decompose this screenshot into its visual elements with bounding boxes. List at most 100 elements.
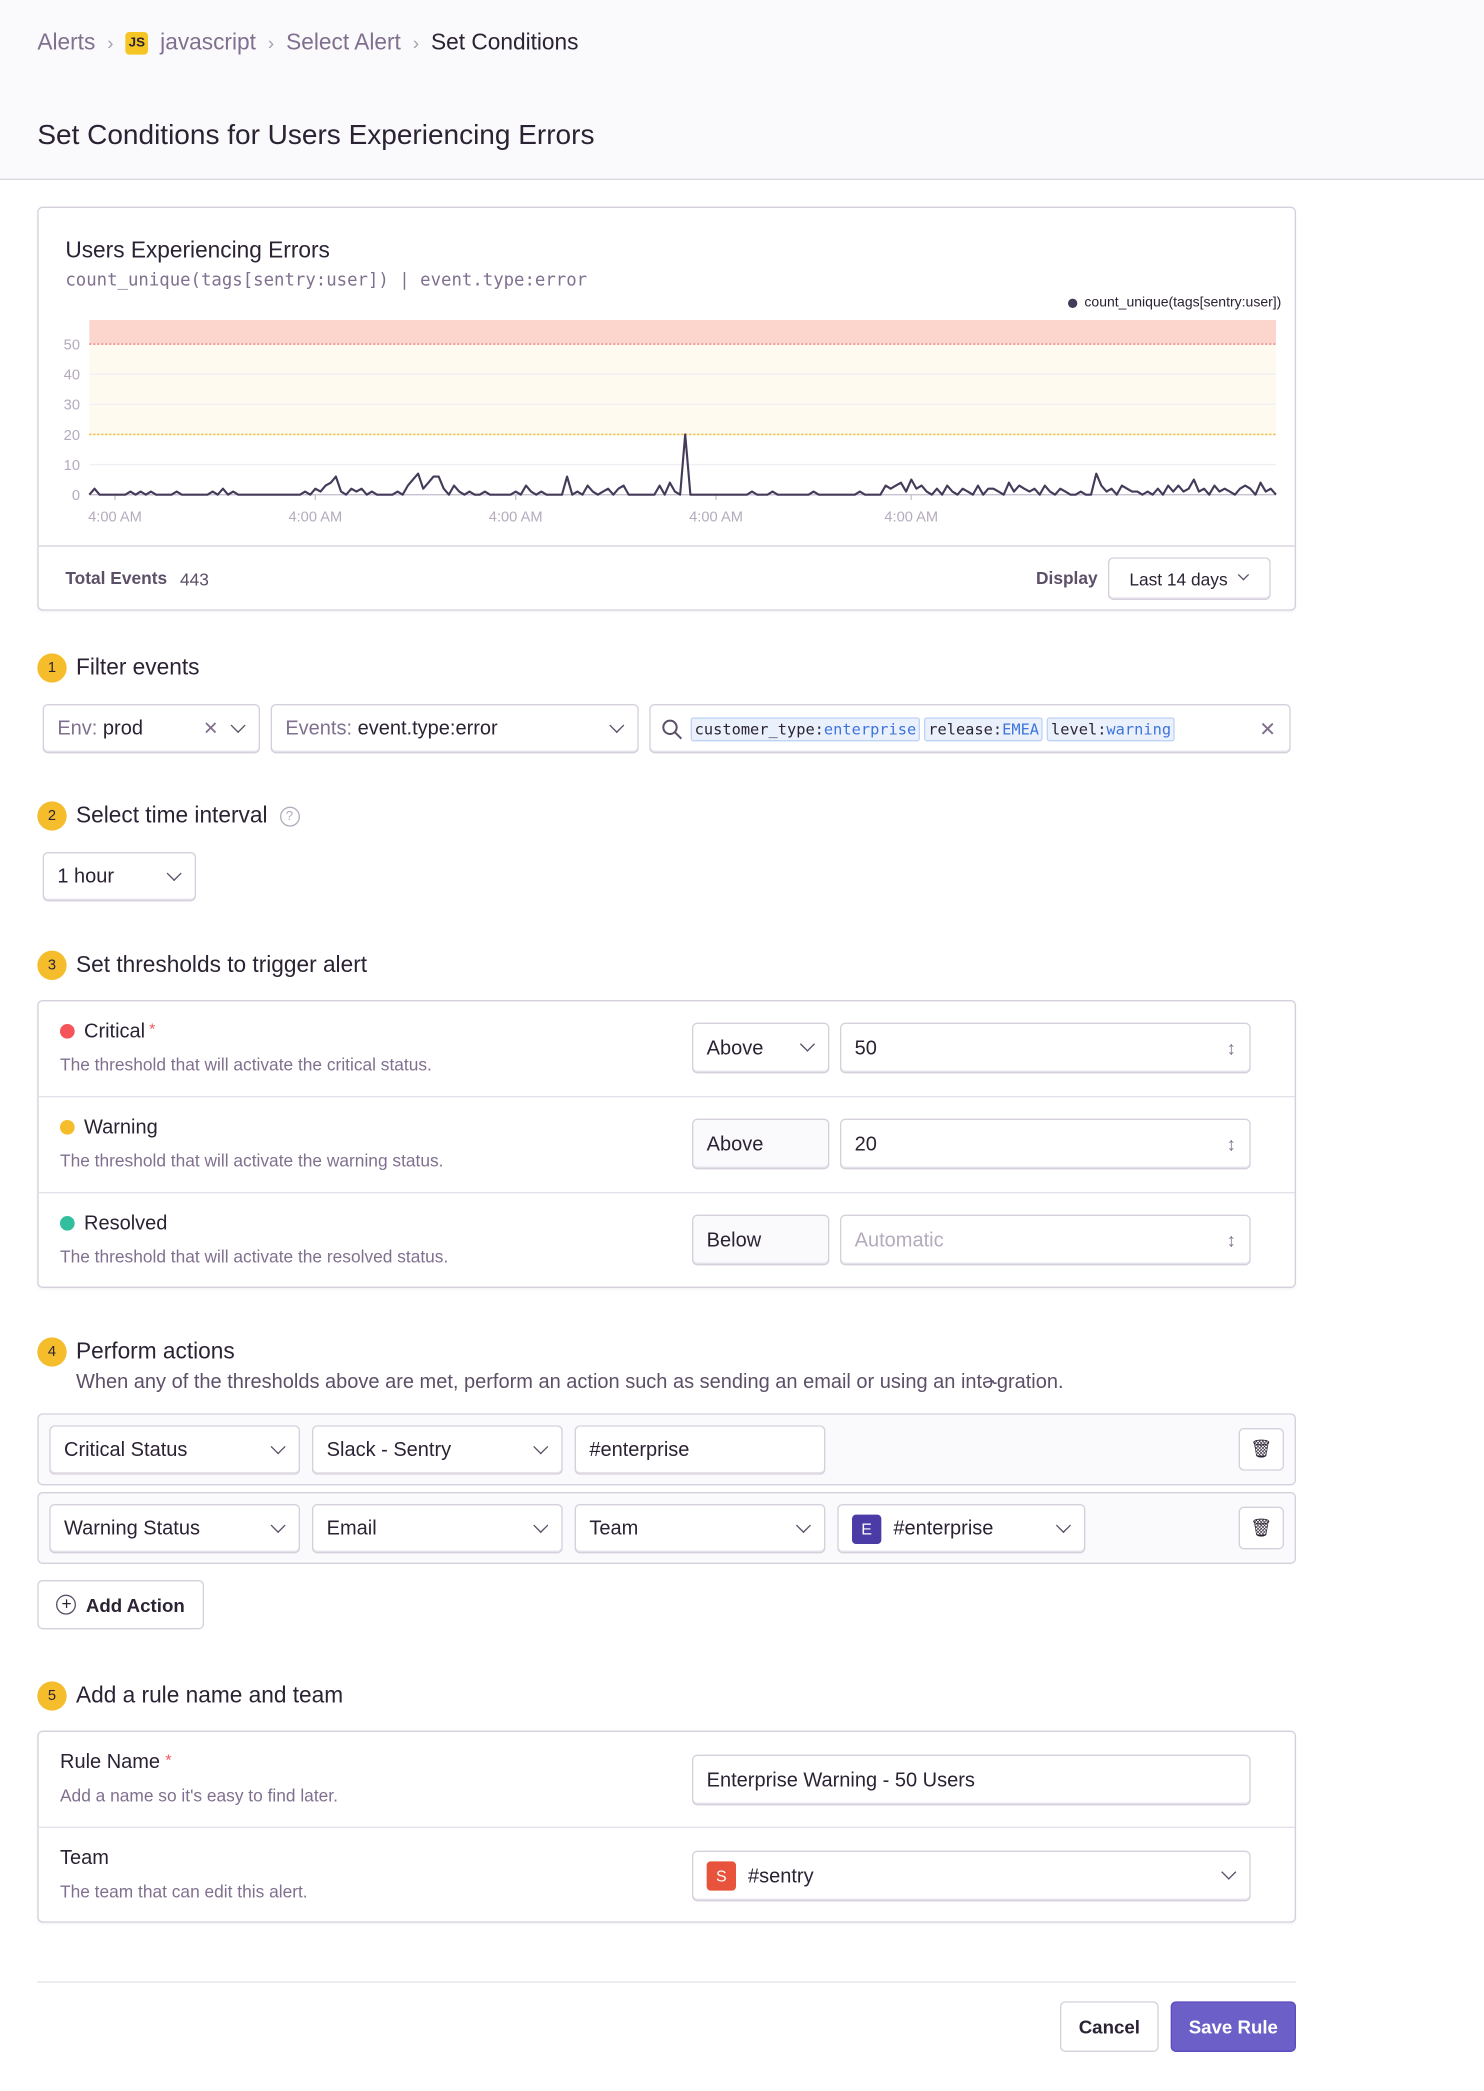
critical-threshold-input[interactable]: 50 ↕ bbox=[839, 1022, 1251, 1074]
step-badge: 4 bbox=[37, 1337, 67, 1367]
stepper-icon[interactable]: ↕ bbox=[1226, 1229, 1236, 1251]
legend-dot-icon bbox=[1068, 297, 1078, 308]
tag-value: enterprise bbox=[823, 719, 917, 738]
action-type-select[interactable]: Email bbox=[311, 1503, 563, 1554]
step-label: Add a rule name and team bbox=[75, 1682, 344, 1708]
search-tag[interactable]: release:EMEA bbox=[924, 716, 1044, 741]
stepper-icon[interactable]: ↕ bbox=[1226, 1037, 1236, 1059]
add-action-label: Add Action bbox=[85, 1593, 185, 1616]
events-select[interactable]: Events: event.type:error bbox=[270, 703, 639, 754]
y-tick-label: 50 bbox=[64, 337, 80, 353]
resolved-threshold-input[interactable]: Automatic ↕ bbox=[839, 1214, 1251, 1266]
x-tick-label: 4:00 AM bbox=[689, 509, 743, 525]
resolved-comparator: Below bbox=[691, 1214, 830, 1266]
add-action-button[interactable]: + Add Action bbox=[37, 1579, 204, 1630]
chart-legend: count_unique(tags[sentry:user]) bbox=[1068, 295, 1281, 311]
action-target-input[interactable]: #enterprise bbox=[574, 1425, 826, 1475]
required-marker: * bbox=[165, 1750, 172, 1770]
page-title: Set Conditions for Users Experiencing Er… bbox=[37, 119, 595, 151]
chevron-down-icon bbox=[1221, 1864, 1237, 1880]
thresholds-card: Critical * The threshold that will activa… bbox=[37, 999, 1296, 1288]
threshold-description: The threshold that will activate the res… bbox=[59, 1246, 449, 1267]
divider bbox=[37, 1981, 1296, 1983]
search-tag[interactable]: level:warning bbox=[1047, 716, 1176, 741]
clear-search-icon[interactable]: ✕ bbox=[1259, 717, 1276, 741]
tag-key: customer_type: bbox=[694, 719, 824, 738]
input-value: #enterprise bbox=[589, 1438, 690, 1462]
help-icon[interactable]: ? bbox=[279, 805, 300, 826]
page-header bbox=[0, 0, 1484, 180]
rule-name-label: Rule Name bbox=[59, 1750, 161, 1774]
total-events-value: 443 bbox=[179, 569, 209, 590]
chevron-down-icon bbox=[270, 1438, 286, 1454]
step-actions: 4 Perform actions bbox=[37, 1337, 235, 1367]
rule-name-input[interactable]: Enterprise Warning - 50 Users bbox=[691, 1754, 1251, 1806]
rule-name-help: Add a name so it's easy to find later. bbox=[59, 1785, 338, 1806]
breadcrumb-alerts[interactable]: Alerts bbox=[37, 29, 96, 55]
chevron-right-icon: › bbox=[267, 31, 275, 54]
clear-icon[interactable]: ✕ bbox=[203, 717, 219, 739]
step-description: When any of the thresholds above are met… bbox=[75, 1370, 1064, 1394]
critical-status-dot-icon bbox=[59, 1023, 75, 1039]
save-rule-button[interactable]: Save Rule bbox=[1170, 2001, 1296, 2052]
chart: 0 10 20 30 40 50 4:00 AM 4:00 AM 4:00 AM 4:00 AM 4… bbox=[64, 319, 1277, 525]
step-label: Select time interval bbox=[75, 802, 268, 828]
env-select[interactable]: Env: prod ✕ bbox=[42, 703, 260, 754]
threshold-name: Resolved bbox=[83, 1211, 168, 1235]
stepper-icon[interactable]: ↕ bbox=[1226, 1133, 1236, 1155]
threshold-row-warning: Warning The threshold that will activate… bbox=[38, 1097, 1295, 1194]
chart-title: Users Experiencing Errors bbox=[65, 237, 330, 263]
breadcrumb-select-alert[interactable]: Select Alert bbox=[286, 29, 401, 55]
delete-action-button[interactable]: 🗑 bbox=[1238, 1427, 1284, 1471]
cancel-button[interactable]: Cancel bbox=[1059, 2001, 1159, 2052]
action-trigger-select[interactable]: Critical Status bbox=[49, 1425, 300, 1475]
action-type-select[interactable]: Slack - Sentry bbox=[311, 1425, 563, 1475]
action-team-select[interactable]: E #enterprise bbox=[837, 1503, 1086, 1554]
breadcrumb: Alerts › JS javascript › Select Alert › Set… bbox=[37, 29, 578, 56]
comparator-value: Above bbox=[706, 1132, 764, 1156]
trash-icon: 🗑 bbox=[1250, 1438, 1273, 1459]
critical-comparator-select[interactable]: Above bbox=[691, 1022, 830, 1074]
chart-card: Users Experiencing Errors count_unique(t… bbox=[37, 206, 1296, 611]
select-value: Warning Status bbox=[63, 1517, 200, 1540]
time-interval-select[interactable]: 1 hour bbox=[42, 851, 196, 902]
chevron-down-icon bbox=[230, 717, 246, 733]
tag-value: EMEA bbox=[1002, 719, 1040, 738]
search-input[interactable]: customer_type:enterprise release:EMEA le… bbox=[649, 703, 1291, 754]
chevron-down-icon bbox=[795, 1517, 811, 1533]
threshold-name: Warning bbox=[83, 1115, 158, 1139]
time-interval-value: 1 hour bbox=[57, 865, 115, 888]
chevron-down-icon bbox=[1237, 569, 1250, 581]
comparator-value: Above bbox=[706, 1036, 764, 1060]
chevron-down-icon bbox=[270, 1517, 286, 1533]
divider bbox=[38, 545, 1295, 547]
required-marker: * bbox=[149, 1019, 156, 1039]
resolved-status-dot-icon bbox=[59, 1215, 75, 1231]
team-select[interactable]: S #sentry bbox=[691, 1850, 1251, 1902]
action-target-type-select[interactable]: Team bbox=[574, 1503, 826, 1554]
search-icon bbox=[662, 718, 683, 739]
rule-name-row: Rule Name * Add a name so it's easy to fi… bbox=[38, 1732, 1295, 1828]
delete-action-button[interactable]: 🗑 bbox=[1238, 1506, 1284, 1550]
chevron-down-icon bbox=[1055, 1517, 1071, 1533]
total-events-label: Total Events bbox=[65, 567, 168, 588]
team-label: Team bbox=[59, 1846, 109, 1870]
step-label: Set thresholds to trigger alert bbox=[75, 951, 368, 978]
threshold-placeholder: Automatic bbox=[854, 1228, 944, 1252]
chevron-down-icon bbox=[533, 1438, 549, 1454]
select-value: Critical Status bbox=[63, 1438, 188, 1462]
search-tag[interactable]: customer_type:enterprise bbox=[690, 716, 921, 741]
step-badge: 5 bbox=[37, 1681, 67, 1711]
plus-circle-icon: + bbox=[56, 1595, 77, 1615]
threshold-description: The threshold that will activate the war… bbox=[59, 1150, 444, 1171]
warning-status-dot-icon bbox=[59, 1119, 75, 1135]
display-range-dropdown[interactable]: Last 14 days bbox=[1107, 557, 1271, 600]
breadcrumb-project[interactable]: javascript bbox=[160, 29, 256, 55]
warning-threshold-input[interactable]: 20 ↕ bbox=[839, 1118, 1251, 1170]
threshold-description: The threshold that will activate the cri… bbox=[59, 1054, 432, 1075]
step-rule-name: 5 Add a rule name and team bbox=[37, 1681, 344, 1711]
tag-key: level: bbox=[1051, 719, 1107, 738]
env-prefix: Env: bbox=[57, 717, 98, 740]
events-value: event.type:error bbox=[357, 717, 498, 740]
action-trigger-select[interactable]: Warning Status bbox=[49, 1503, 300, 1554]
